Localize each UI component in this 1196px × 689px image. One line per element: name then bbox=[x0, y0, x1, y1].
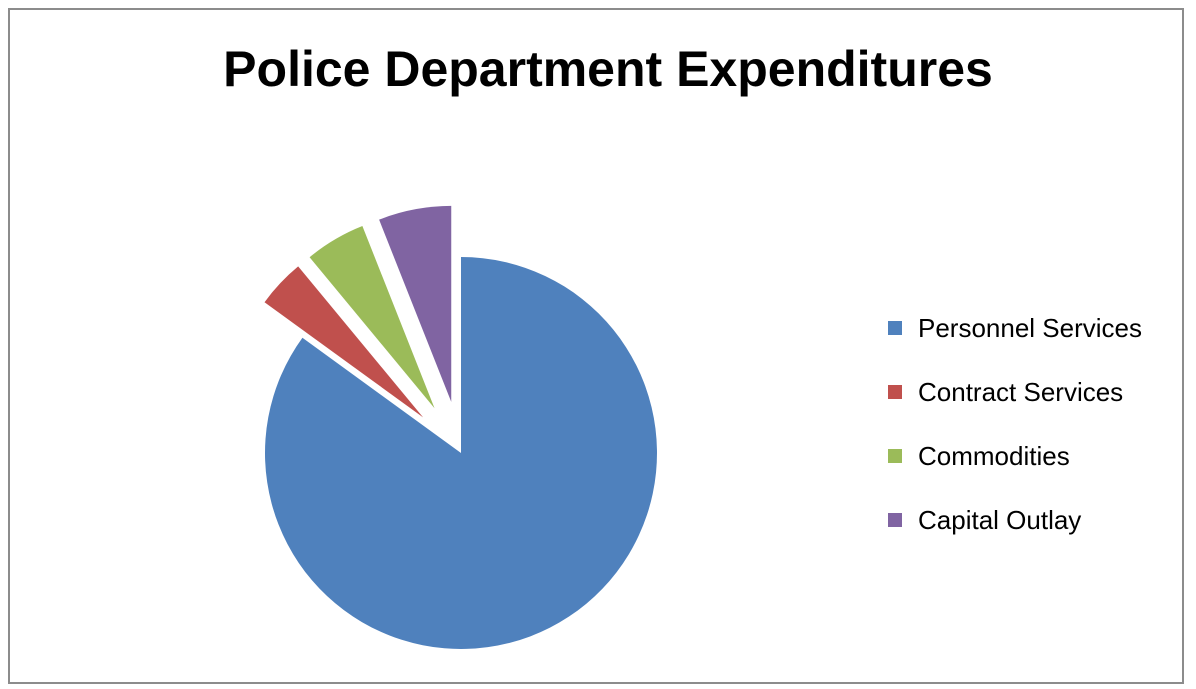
pie-slices bbox=[264, 205, 658, 649]
legend-label: Commodities bbox=[918, 440, 1070, 471]
legend-item-contract-services: Contract Services bbox=[888, 360, 1184, 424]
legend-item-capital-outlay: Capital Outlay bbox=[888, 488, 1184, 552]
legend-label: Capital Outlay bbox=[918, 504, 1082, 535]
legend-label: Personnel Services bbox=[918, 312, 1142, 343]
slice-commodities bbox=[309, 226, 435, 409]
slice-personnel-services bbox=[265, 257, 658, 649]
slice-contract-services bbox=[264, 266, 424, 418]
legend-swatch bbox=[888, 449, 902, 463]
legend-swatch bbox=[888, 321, 902, 335]
legend-swatch bbox=[888, 513, 902, 527]
legend-label: Contract Services bbox=[918, 376, 1124, 407]
legend-item-commodities: Commodities bbox=[888, 424, 1184, 488]
legend: Personnel Services Contract Services Com… bbox=[888, 296, 1184, 552]
chart-title: Police Department Expenditures bbox=[223, 41, 993, 97]
legend-item-personnel-services: Personnel Services bbox=[888, 296, 1184, 360]
slice-capital-outlay bbox=[379, 205, 452, 402]
legend-swatch bbox=[888, 385, 902, 399]
